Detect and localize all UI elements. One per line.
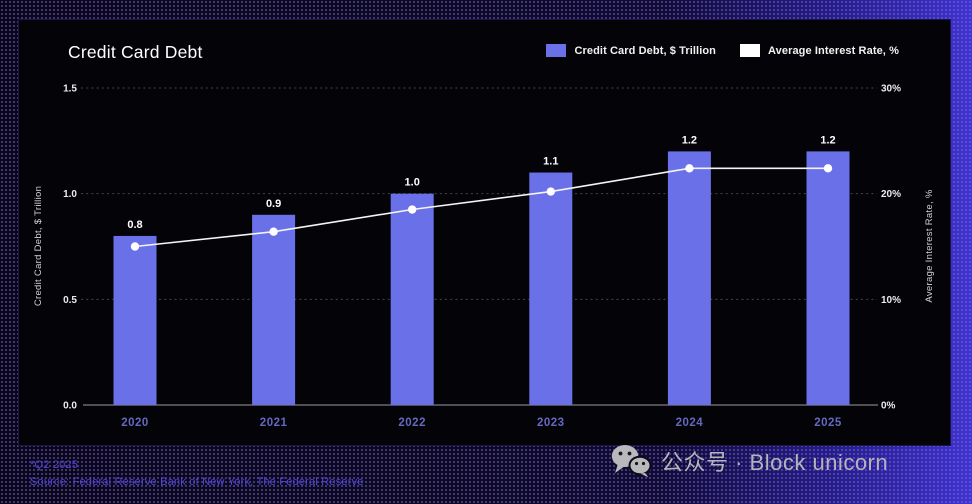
left-axis-tick: 0.0 (63, 401, 77, 412)
bar-value-label: 0.8 (127, 219, 142, 231)
left-axis-tick: 1.0 (63, 189, 77, 200)
bar-value-label: 1.1 (543, 156, 558, 168)
footnote: *Q2 2025 Source: Federal Reserve Bank of… (30, 457, 364, 491)
bar-2022 (390, 193, 434, 405)
line-marker-2023 (546, 187, 555, 196)
line-marker-2022 (408, 205, 417, 214)
right-axis-tick: 20% (881, 189, 901, 200)
bar-value-label: 1.2 (820, 134, 835, 146)
page-title: Credit Card Debt (68, 42, 203, 62)
legend: Credit Card Debt, $ Trillion Average Int… (546, 44, 899, 57)
chart-panel: 0.0 0% 0.5 10% 1.0 20% 1.5 30% 0.8 2020 0.9 2021 1.0… (18, 19, 951, 446)
x-axis-label-2021: 2021 (260, 417, 288, 429)
footnote-source: Source: Federal Reserve Bank of New York… (30, 475, 364, 488)
bar-value-label: 1.0 (405, 177, 420, 189)
bar-2020 (113, 235, 157, 405)
branding-text: 公众号 · Block unicorn (661, 449, 889, 475)
x-axis-label-2023: 2023 (537, 417, 565, 429)
left-axis-title: Credit Card Debt, $ Trillion (33, 186, 44, 306)
line-marker-2024 (685, 164, 694, 173)
credit-card-debt-chart: 0.0 0% 0.5 10% 1.0 20% 1.5 30% 0.8 2020 0.9 2021 1.0… (33, 84, 935, 430)
legend-item-debt: Credit Card Debt, $ Trillion (546, 44, 716, 57)
legend-label-rate: Average Interest Rate, % (768, 44, 899, 57)
x-axis-label-2022: 2022 (398, 417, 426, 429)
legend-swatch-rate (740, 44, 760, 57)
wechat-icon (611, 445, 652, 478)
right-axis-tick: 0% (881, 401, 896, 412)
interest-rate-line (134, 167, 828, 248)
line-marker-2020 (130, 242, 140, 251)
bar-value-label: 1.2 (682, 134, 697, 146)
right-axis-title: Average Interest Rate, % (924, 189, 935, 302)
footnote-period: *Q2 2025 (30, 458, 79, 471)
line-marker-2021 (269, 227, 278, 236)
bar-2024 (667, 151, 711, 405)
left-axis-tick: 0.5 (63, 295, 77, 306)
legend-label-debt: Credit Card Debt, $ Trillion (574, 44, 716, 57)
left-axis-tick: 1.5 (63, 84, 77, 95)
bar-value-label: 0.9 (266, 198, 281, 210)
x-axis-label-2025: 2025 (814, 417, 842, 429)
branding: 公众号 · Block unicorn (610, 443, 888, 478)
right-axis-tick: 10% (881, 295, 901, 306)
bar-2025 (806, 151, 850, 405)
x-axis-label-2020: 2020 (121, 417, 149, 429)
x-axis-label-2024: 2024 (676, 417, 704, 429)
legend-swatch-debt (546, 44, 567, 57)
line-marker-2025 (823, 164, 833, 173)
legend-item-rate: Average Interest Rate, % (740, 44, 899, 57)
bar-2023 (529, 172, 573, 405)
bar-2021 (252, 214, 296, 405)
right-axis-tick: 30% (881, 84, 901, 95)
